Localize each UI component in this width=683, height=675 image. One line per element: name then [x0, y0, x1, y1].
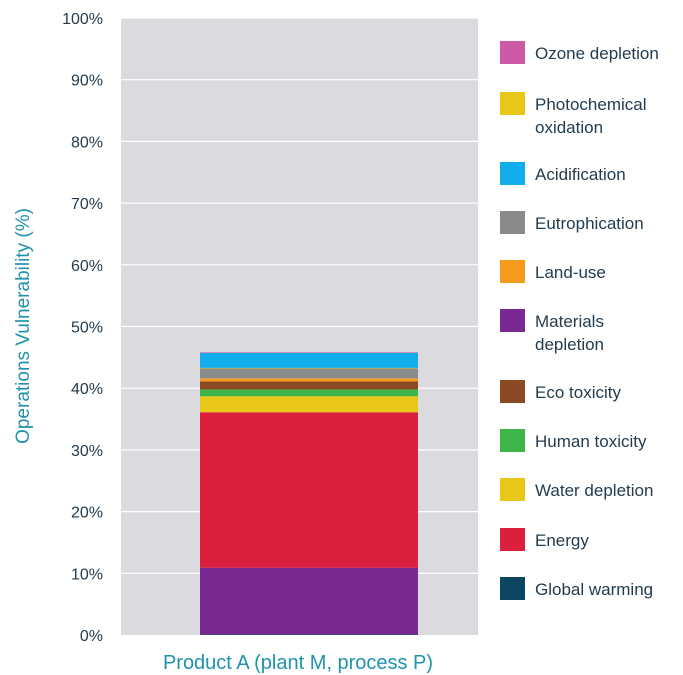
- x-category-label: Product A (plant M, process P): [163, 652, 433, 674]
- bar-segment-human-toxicity: [200, 389, 418, 397]
- legend-label: depletion: [535, 335, 604, 354]
- legend-label: Acidification: [535, 165, 626, 184]
- legend-swatch: [500, 429, 525, 452]
- legend-item-eutrophication: Eutrophication: [500, 211, 644, 234]
- y-tick-label: 60%: [71, 258, 103, 275]
- legend-item-eco-toxicity: Eco toxicity: [500, 380, 621, 403]
- bar-segment-water-depletion: [200, 396, 418, 413]
- legend-swatch: [500, 92, 525, 115]
- y-tick-label: 10%: [71, 566, 103, 583]
- bar-segment-acidification: [200, 353, 418, 368]
- legend-item-materials-depletion: Materials depletion: [500, 309, 604, 354]
- legend-swatch: [500, 478, 525, 501]
- bar-segments: [200, 352, 418, 635]
- bar-segment-ozone-depletion: [200, 352, 418, 354]
- legend-swatch: [500, 211, 525, 234]
- y-tick-label: 90%: [71, 73, 103, 90]
- legend-item-land-use: Land-use: [500, 260, 606, 283]
- y-tick-label: 30%: [71, 443, 103, 460]
- legend-item-photochemical-oxidation: Photochemical oxidation: [500, 92, 647, 137]
- bar-segment-eco-toxicity: [200, 381, 418, 390]
- legend-item-ozone-depletion: Ozone depletion: [500, 41, 659, 64]
- legend-label: Energy: [535, 531, 589, 550]
- legend-item-acidification: Acidification: [500, 162, 626, 185]
- legend-label: Global warming: [535, 580, 653, 599]
- y-tick-label: 0%: [80, 628, 103, 645]
- bar-segment-materials-depletion: [200, 567, 418, 635]
- legend: Ozone depletion Photochemical oxidation Aci…: [500, 41, 659, 600]
- legend-item-human-toxicity: Human toxicity: [500, 429, 647, 452]
- bar-segment-global-warming: [200, 634, 418, 635]
- legend-label: Eutrophication: [535, 214, 644, 233]
- bar-segment-land-use: [200, 378, 418, 382]
- legend-label: Land-use: [535, 263, 606, 282]
- legend-item-global-warming: Global warming: [500, 577, 653, 600]
- legend-label: Materials: [535, 312, 604, 331]
- legend-swatch: [500, 260, 525, 283]
- y-tick-label: 40%: [71, 381, 103, 398]
- legend-label: Human toxicity: [535, 432, 647, 451]
- y-tick-label: 70%: [71, 196, 103, 213]
- y-axis-label: Operations Vulnerability (%): [13, 208, 34, 444]
- bar-segment-energy: [200, 412, 418, 568]
- legend-label: oxidation: [535, 118, 603, 137]
- y-tick-label: 80%: [71, 134, 103, 151]
- legend-label: Photochemical: [535, 95, 647, 114]
- legend-label: Water depletion: [535, 481, 653, 500]
- y-tick-label: 20%: [71, 505, 103, 522]
- legend-item-water-depletion: Water depletion: [500, 478, 653, 501]
- legend-swatch: [500, 309, 525, 332]
- y-tick-label: 100%: [62, 11, 103, 28]
- legend-swatch: [500, 41, 525, 64]
- legend-swatch: [500, 577, 525, 600]
- legend-swatch: [500, 528, 525, 551]
- legend-swatch: [500, 380, 525, 403]
- y-axis-ticks: 0% 10% 20% 30% 40% 50% 60% 70% 80% 90% 100%: [62, 11, 103, 645]
- legend-swatch: [500, 162, 525, 185]
- y-tick-label: 50%: [71, 320, 103, 337]
- legend-item-energy: Energy: [500, 528, 589, 551]
- bar-segment-eutrophication: [200, 368, 418, 379]
- bar-segment-photochemical-oxidation: [200, 367, 418, 369]
- legend-label: Ozone depletion: [535, 44, 659, 63]
- legend-label: Eco toxicity: [535, 383, 621, 402]
